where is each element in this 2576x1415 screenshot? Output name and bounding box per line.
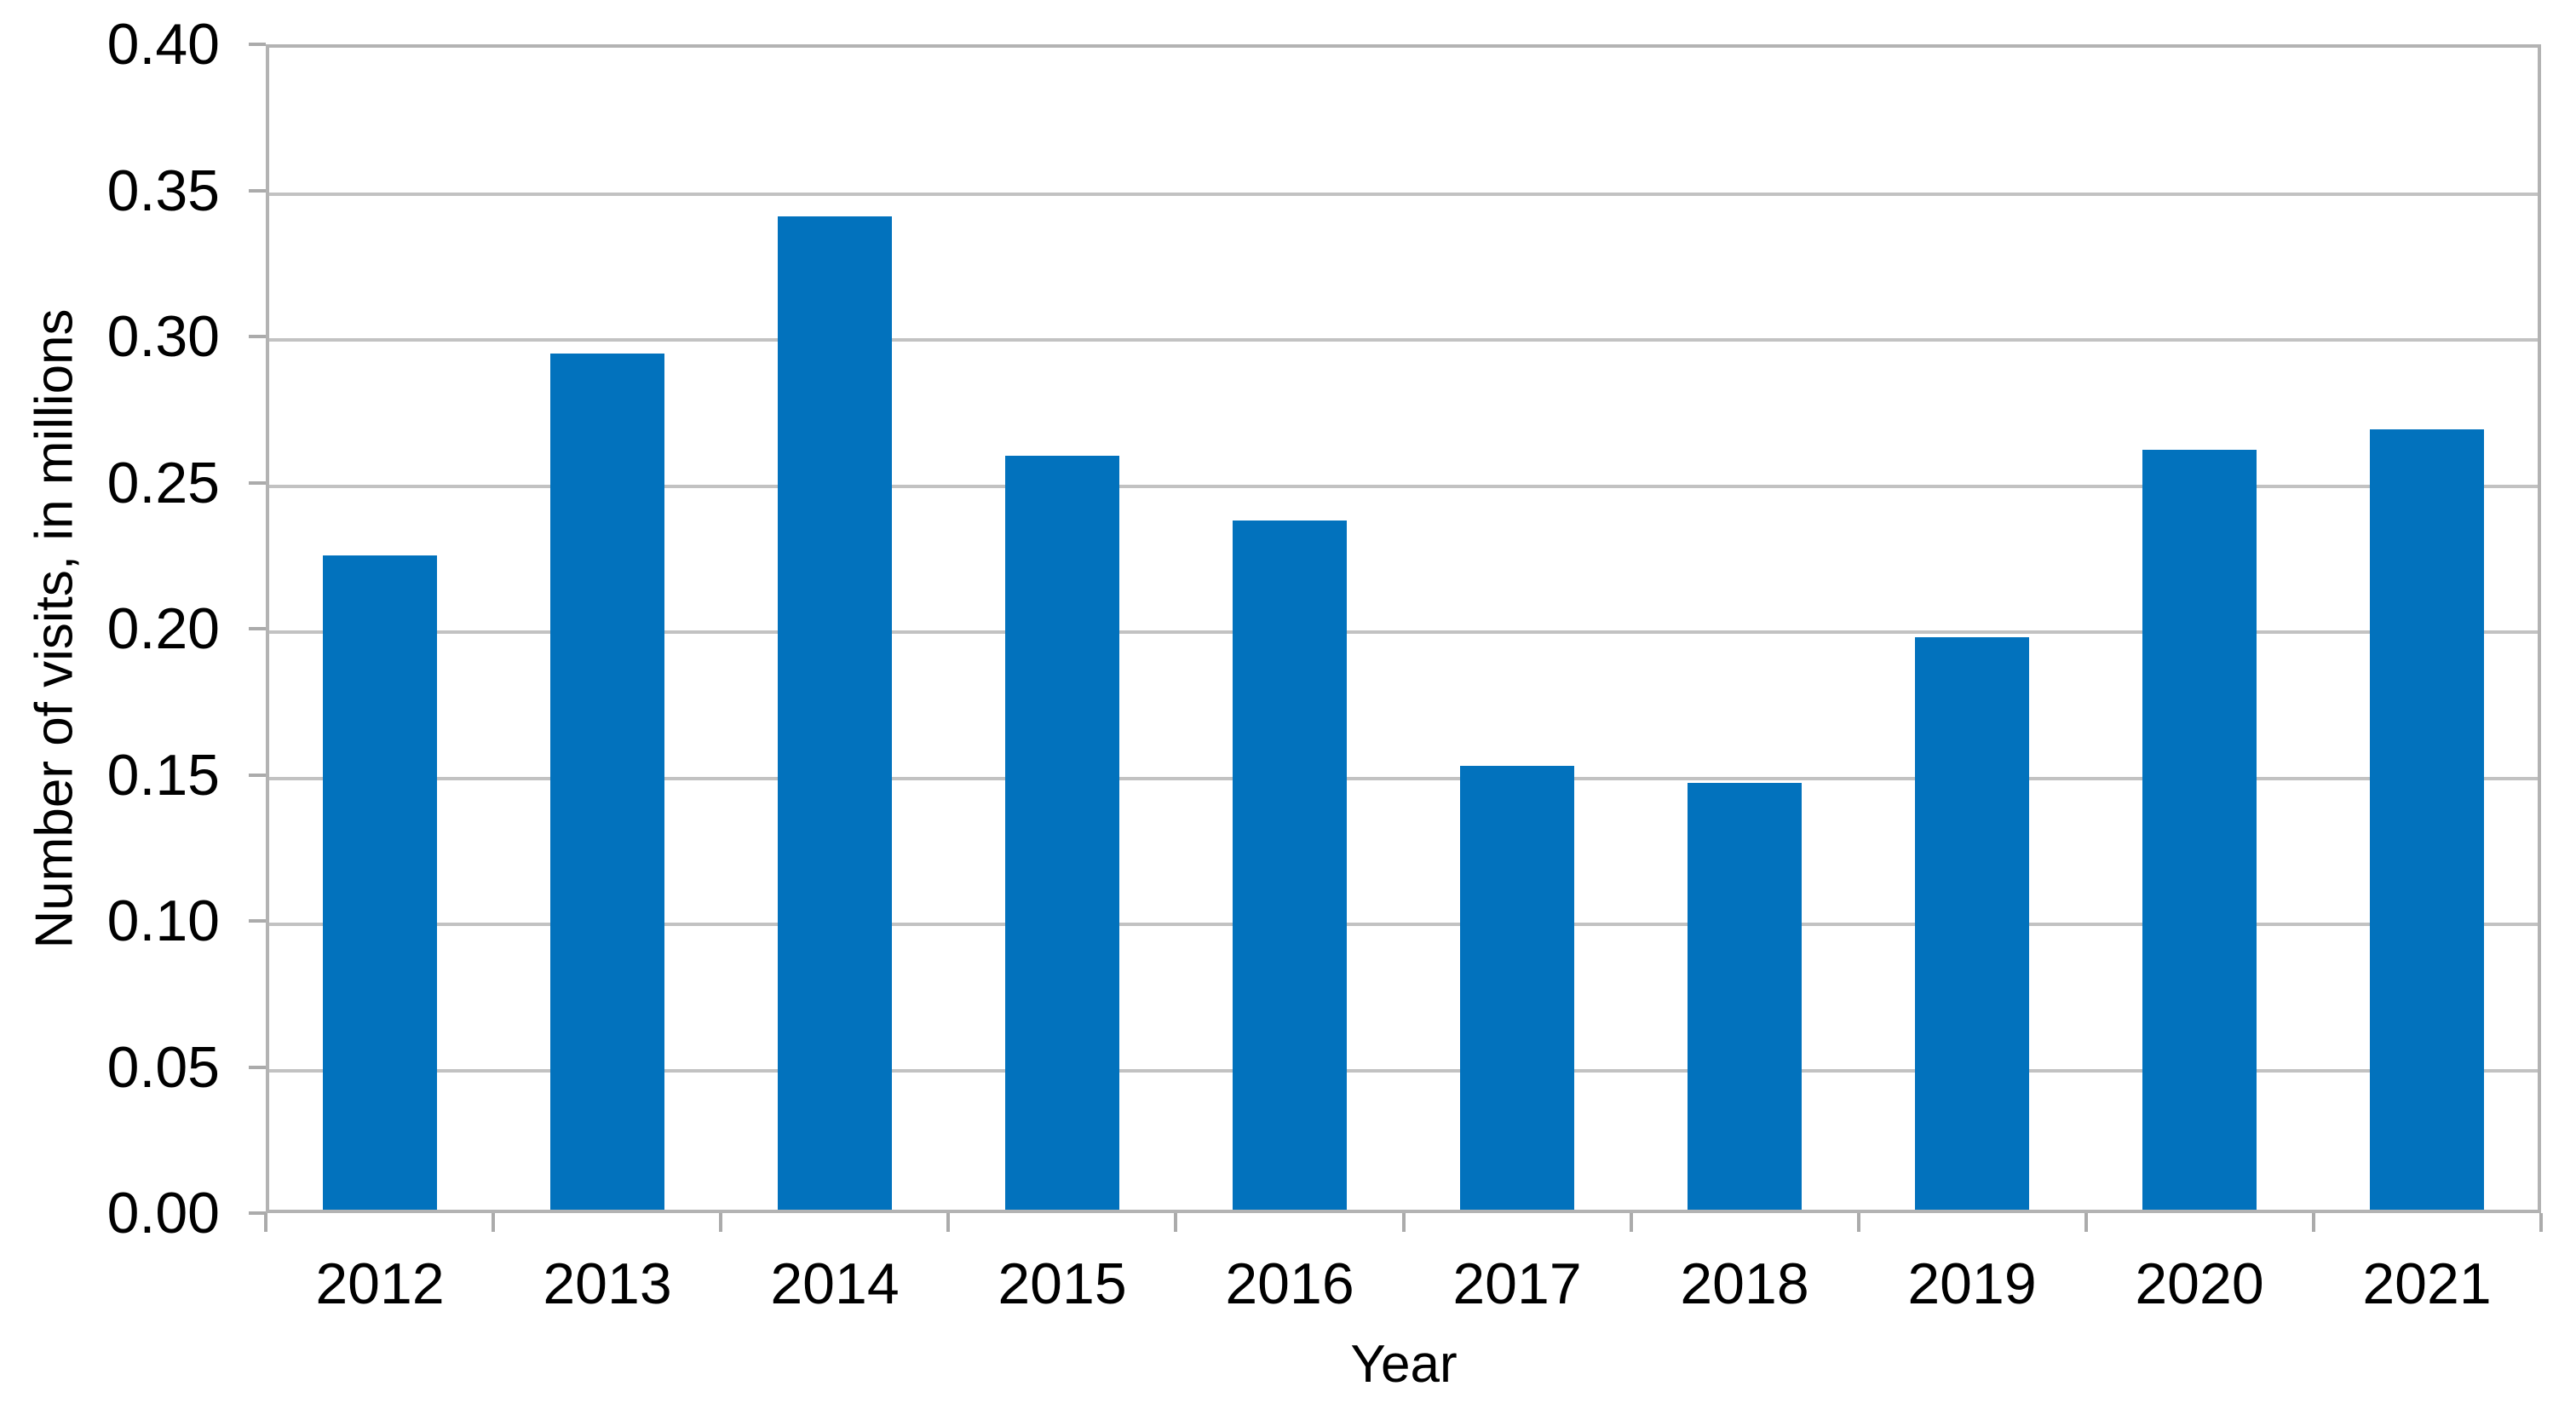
bar-2014 [778, 216, 892, 1210]
x-tick [2312, 1213, 2315, 1232]
x-axis-title: Year [1350, 1335, 1458, 1394]
x-tick [946, 1213, 950, 1232]
gridline [269, 193, 2538, 196]
gridline [269, 1069, 2538, 1073]
x-tick-label-2016: 2016 [1225, 1251, 1354, 1316]
x-tick-label-2017: 2017 [1452, 1251, 1582, 1316]
bar-2013 [550, 354, 664, 1210]
y-tick-label: 0.25 [106, 451, 220, 515]
gridline [269, 630, 2538, 634]
x-tick-label-2018: 2018 [1680, 1251, 1809, 1316]
x-tick [2084, 1213, 2088, 1232]
y-tick-label: 0.30 [106, 304, 220, 369]
bar-2020 [2142, 450, 2257, 1210]
y-tick [249, 43, 266, 46]
y-tick-label: 0.10 [106, 889, 220, 953]
y-tick [249, 1066, 266, 1069]
bar-2021 [2370, 429, 2484, 1210]
y-tick [249, 919, 266, 923]
y-axis-title: Number of visits, in millions [25, 308, 84, 949]
gridline [269, 777, 2538, 780]
plot-area [266, 44, 2541, 1213]
y-tick-label: 0.40 [106, 12, 220, 77]
bar-2017 [1460, 766, 1574, 1210]
gridline [269, 485, 2538, 488]
y-tick-label: 0.35 [106, 158, 220, 223]
y-tick [249, 335, 266, 338]
y-tick [249, 774, 266, 777]
x-tick [1174, 1213, 1177, 1232]
bar-2012 [323, 555, 437, 1210]
x-tick [719, 1213, 722, 1232]
y-tick [249, 627, 266, 630]
x-tick-label-2021: 2021 [2362, 1251, 2492, 1316]
y-tick-label: 0.05 [106, 1035, 220, 1100]
x-tick [492, 1213, 495, 1232]
y-tick [249, 481, 266, 485]
bar-2015 [1005, 456, 1119, 1210]
x-tick [2539, 1213, 2543, 1232]
gridline [269, 338, 2538, 342]
x-tick-label-2014: 2014 [770, 1251, 900, 1316]
y-tick [249, 1211, 266, 1215]
bar-2019 [1915, 637, 2029, 1210]
x-tick [1402, 1213, 1406, 1232]
y-tick-label: 0.20 [106, 596, 220, 661]
x-tick-label-2020: 2020 [2135, 1251, 2264, 1316]
x-tick [264, 1213, 267, 1232]
x-tick [1857, 1213, 1860, 1232]
y-tick [249, 189, 266, 193]
x-tick-label-2012: 2012 [315, 1251, 445, 1316]
x-tick [1630, 1213, 1633, 1232]
x-tick-label-2013: 2013 [543, 1251, 672, 1316]
bar-2016 [1233, 521, 1347, 1210]
y-tick-label: 0.00 [106, 1181, 220, 1245]
x-tick-label-2019: 2019 [1907, 1251, 2037, 1316]
bar-2018 [1688, 783, 1802, 1210]
gridline [269, 923, 2538, 926]
y-tick-label: 0.15 [106, 743, 220, 808]
x-tick-label-2015: 2015 [998, 1251, 1127, 1316]
